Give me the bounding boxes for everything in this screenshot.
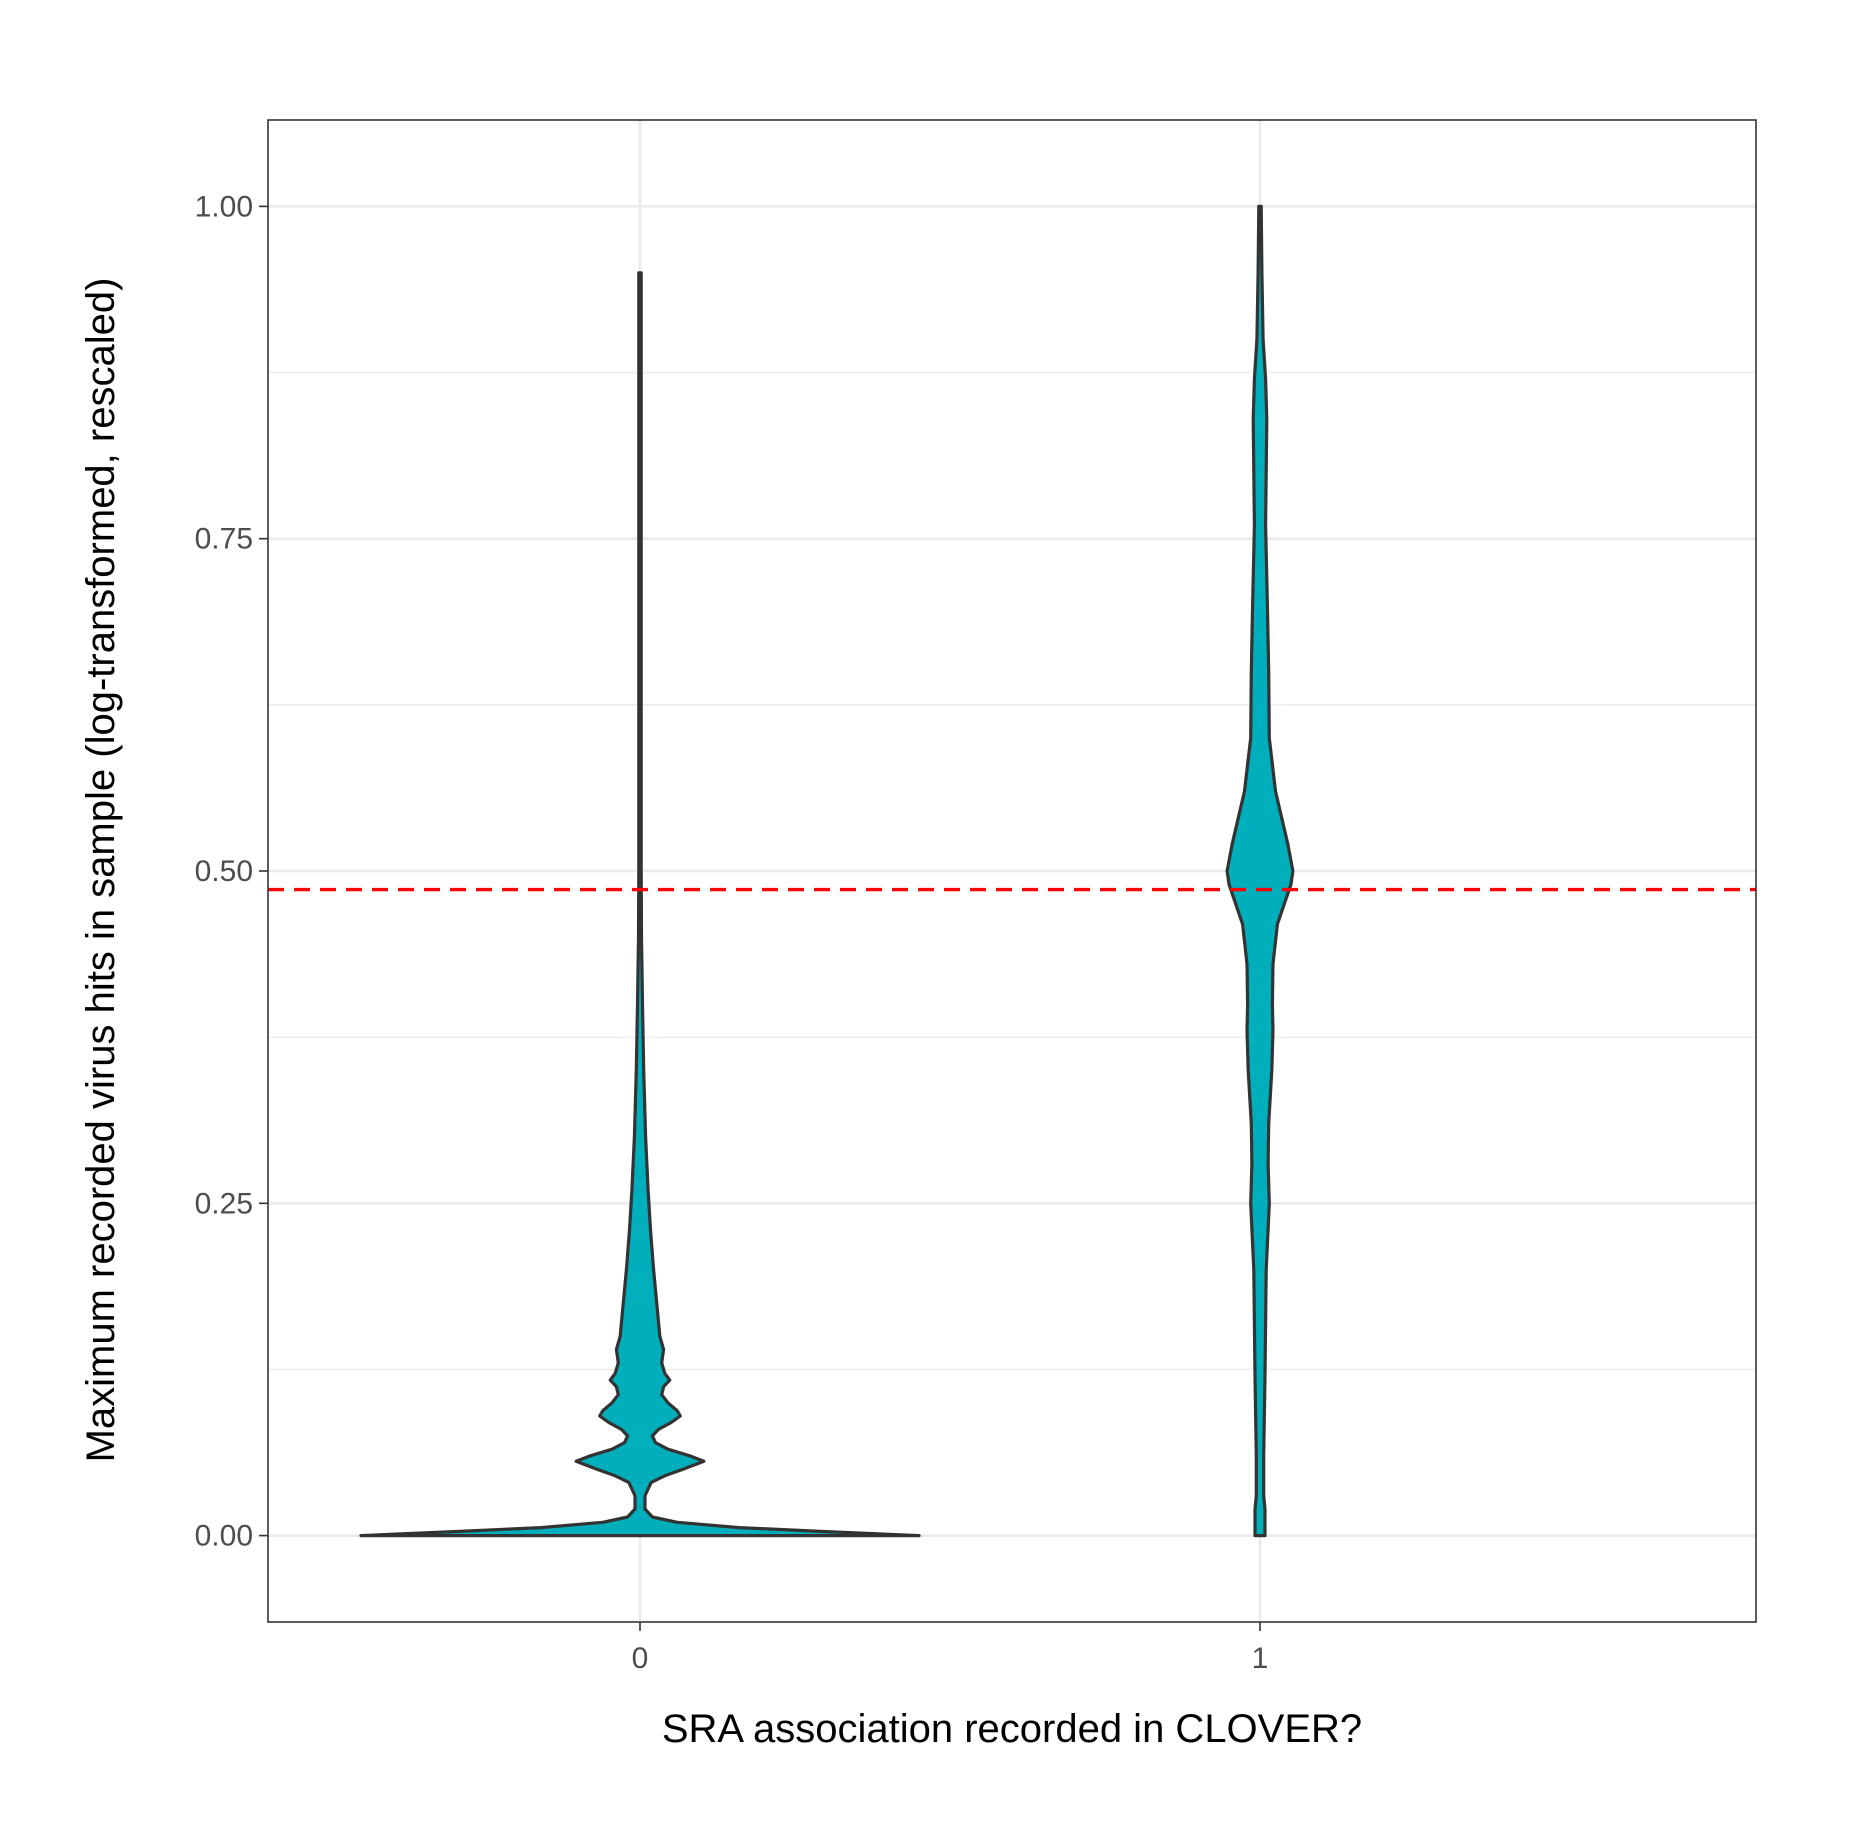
x-tick-label: 0	[632, 1642, 649, 1675]
violin-layer	[359, 204, 1295, 1538]
violin-1	[1225, 204, 1295, 1538]
x-tick-label: 1	[1252, 1642, 1269, 1675]
y-axis-title: Maximum recorded virus hits in sample (l…	[79, 278, 123, 1463]
y-tick-label: 0.75	[195, 523, 253, 556]
y-tick-label: 1.00	[195, 190, 253, 223]
y-tick-label: 0.25	[195, 1187, 253, 1220]
tick-layer: 0.00 0.25 0.50 0.75 1.00 0 1	[195, 190, 1269, 1675]
y-tick-label: 0.00	[195, 1520, 253, 1553]
violin-0	[359, 271, 921, 1538]
x-axis-title: SRA association recorded in CLOVER?	[662, 1707, 1362, 1751]
y-tick-label: 0.50	[195, 855, 253, 888]
